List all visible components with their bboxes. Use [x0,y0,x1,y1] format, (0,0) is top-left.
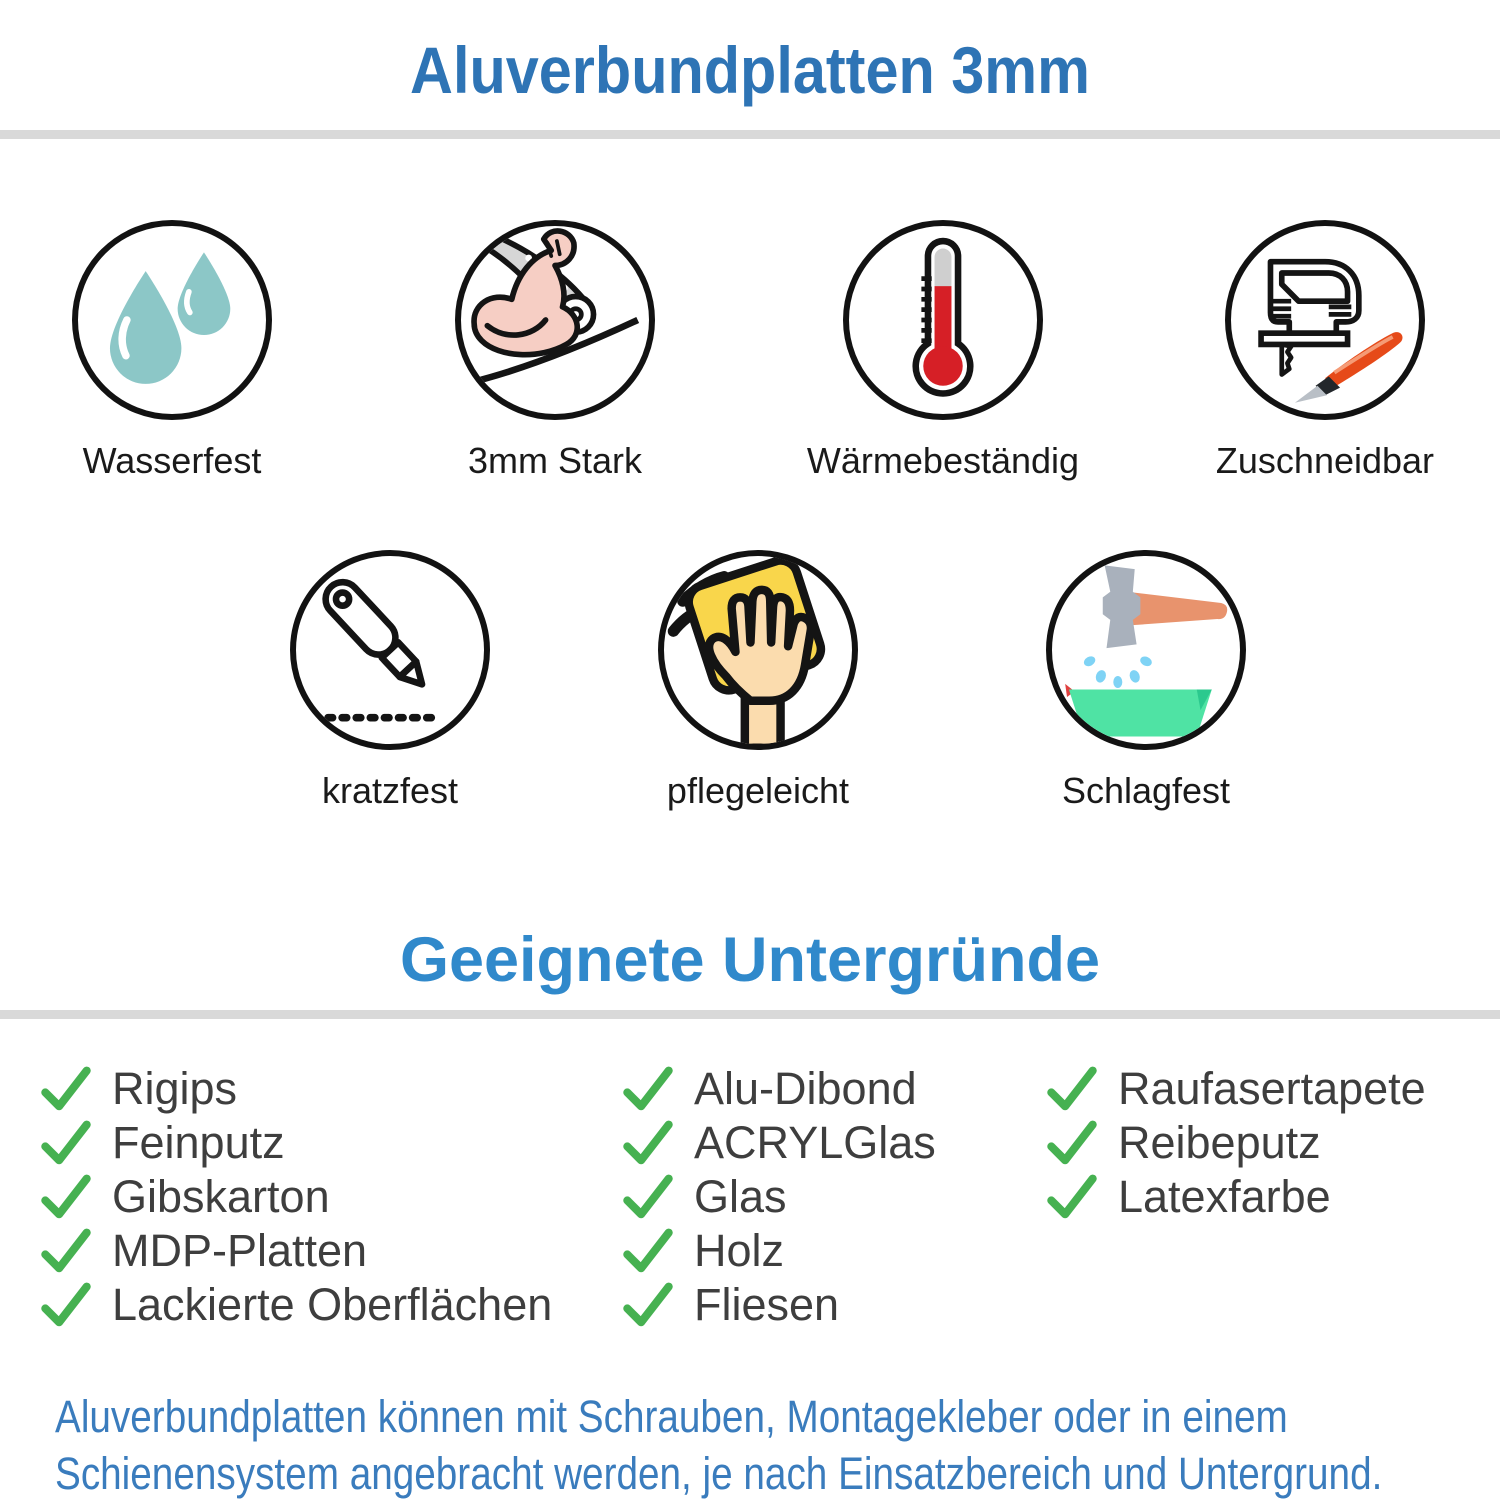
list-item-label: MDP-Platten [112,1225,368,1276]
feature-kratzfest: kratzfest [240,550,540,812]
check-icon [41,1282,91,1327]
check-icon [623,1228,673,1273]
icon-circle [843,220,1043,420]
list-item-label: Raufasertapete [1118,1063,1426,1114]
check-icon [1047,1120,1097,1165]
jigsaw-knife-icon [1258,258,1403,403]
icon-circle [72,220,272,420]
list-item-label: Gibskarton [112,1171,330,1222]
icon-circle [658,550,858,750]
list-item-label: Reibeputz [1118,1117,1321,1168]
list-item-label: Holz [694,1225,785,1276]
page-title: Aluverbundplatten 3mm [410,33,1090,107]
list-item: Raufasertapete [1046,1062,1426,1116]
list-item: Alu-Dibond [622,1062,936,1116]
feature-waermebestaendig: Wärmebeständig [793,220,1093,482]
feature-label: Schlagfest [1061,770,1231,811]
list-item: Gibskarton [40,1170,552,1224]
check-icon [1047,1174,1097,1219]
list-item: Holz [622,1224,936,1278]
feature-label: 3mm Stark [467,440,643,481]
mounting-note-line1: Aluverbundplatten können mit Schrauben, … [55,1391,1288,1442]
muscle-arm-roll-icon [471,228,640,386]
thermometer-icon [912,237,974,397]
check-icon [41,1120,91,1165]
icon-circle [290,550,490,750]
list-item-label: Alu-Dibond [694,1063,917,1114]
check-icon [41,1174,91,1219]
feature-label: kratzfest [321,770,459,811]
feature-label: Wärmebeständig [806,440,1080,481]
list-item-label: Glas [694,1171,787,1222]
list-item: ACRYLGlas [622,1116,936,1170]
list-item-label: Latexfarbe [1118,1171,1331,1222]
feature-wasserfest: Wasserfest [22,220,322,482]
list-item: Rigips [40,1062,552,1116]
water-drops-icon [109,252,231,384]
check-icon [1047,1066,1097,1111]
check-icon [623,1282,673,1327]
substrate-column-1: Rigips Feinputz Gibskarton MDP-Platten L… [40,1062,552,1332]
check-icon [623,1066,673,1111]
mounting-note-line2: Schienensystem angebracht werden, je nac… [55,1448,1383,1499]
utility-knife-icon [322,578,437,722]
hand-cloth-icon [667,556,826,744]
divider [0,130,1500,139]
icon-circle [1225,220,1425,420]
list-item-label: ACRYLGlas [694,1117,936,1168]
feature-pflegeleicht: pflegeleicht [608,550,908,812]
feature-label: Zuschneidbar [1215,440,1435,481]
substrate-column-2: Alu-Dibond ACRYLGlas Glas Holz Fliesen [622,1062,936,1332]
mounting-note: Aluverbundplatten können mit Schrauben, … [55,1388,1382,1500]
list-item-label: Lackierte Oberflächen [112,1279,553,1330]
list-item: Feinputz [40,1116,552,1170]
list-item: Reibeputz [1046,1116,1426,1170]
check-icon [623,1120,673,1165]
list-item: Glas [622,1170,936,1224]
check-icon [41,1066,91,1111]
feature-schlagfest: Schlagfest [996,550,1296,812]
list-item: Latexfarbe [1046,1170,1426,1224]
icon-circle [1046,550,1246,750]
icon-circle [455,220,655,420]
check-icon [41,1228,91,1273]
feature-zuschneidbar: Zuschneidbar [1175,220,1475,482]
substrate-column-3: Raufasertapete Reibeputz Latexfarbe [1046,1062,1426,1224]
list-item-label: Feinputz [112,1117,285,1168]
list-item-label: Rigips [112,1063,238,1114]
list-item: Lackierte Oberflächen [40,1278,552,1332]
check-icon [623,1174,673,1219]
feature-label: pflegeleicht [666,770,850,811]
section-title: Geeignete Untergründe [399,925,1101,995]
list-item-label: Fliesen [694,1279,840,1330]
divider [0,1010,1500,1019]
hammer-surface-icon [1065,565,1228,737]
feature-3mm-stark: 3mm Stark [405,220,705,482]
list-item: Fliesen [622,1278,936,1332]
list-item: MDP-Platten [40,1224,552,1278]
feature-label: Wasserfest [82,440,262,481]
